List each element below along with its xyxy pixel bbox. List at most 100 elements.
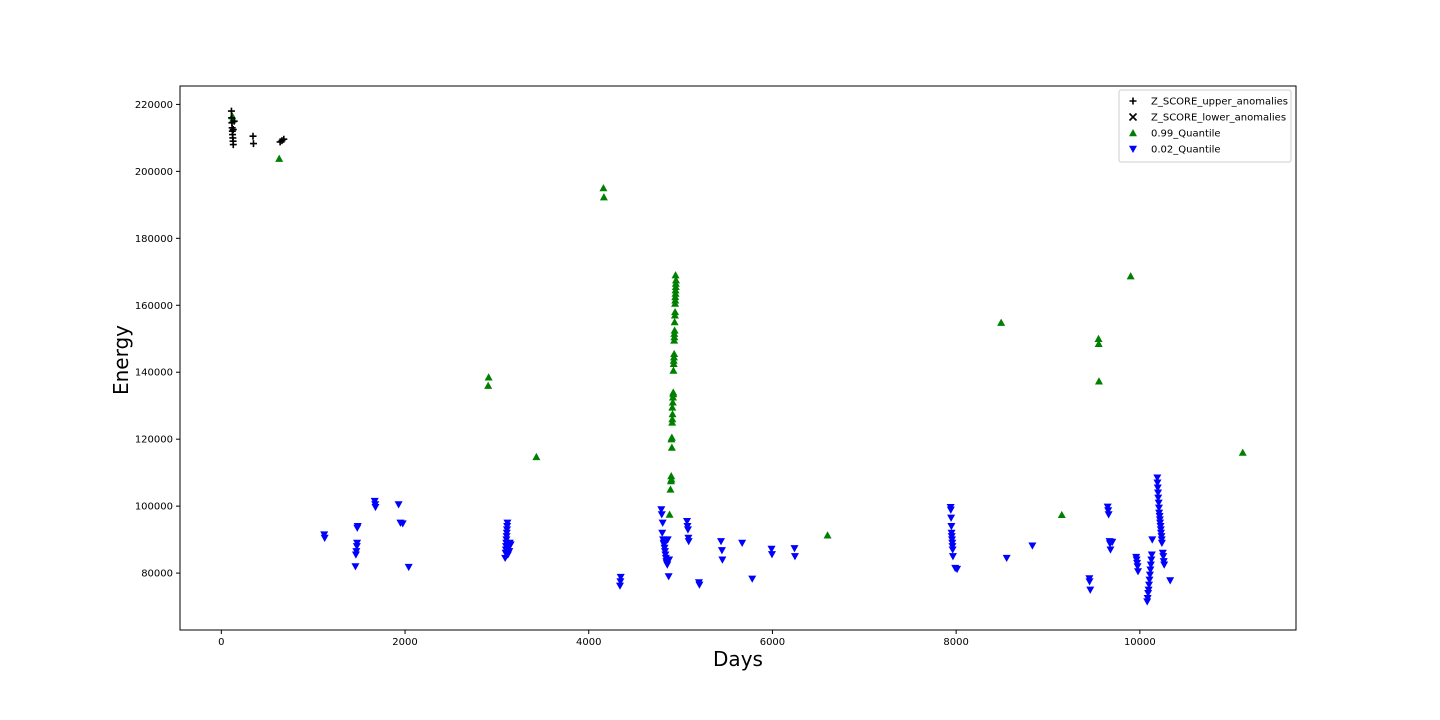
data-point bbox=[249, 140, 257, 148]
data-point bbox=[351, 563, 360, 571]
data-point bbox=[1094, 339, 1103, 347]
x-tick-label: 10000 bbox=[1124, 637, 1156, 648]
data-point bbox=[230, 117, 238, 125]
legend-marker bbox=[1129, 129, 1137, 137]
data-point bbox=[351, 551, 360, 559]
data-point bbox=[669, 388, 678, 396]
data-point bbox=[948, 546, 957, 554]
x-tick-label: 4000 bbox=[576, 637, 601, 648]
data-point bbox=[484, 373, 493, 381]
data-point bbox=[670, 326, 679, 334]
data-point bbox=[503, 523, 512, 531]
data-point bbox=[1153, 474, 1162, 482]
data-point bbox=[1144, 586, 1153, 594]
data-point bbox=[1147, 551, 1156, 559]
data-point bbox=[1134, 568, 1143, 576]
data-point bbox=[658, 529, 667, 537]
legend-marker bbox=[1129, 145, 1137, 153]
data-point bbox=[664, 573, 673, 581]
data-point bbox=[669, 366, 678, 374]
plot-frame bbox=[179, 85, 1297, 631]
data-point bbox=[227, 107, 235, 115]
data-point bbox=[670, 349, 679, 358]
data-point bbox=[1159, 553, 1168, 561]
x-tick-label: 8000 bbox=[943, 637, 968, 648]
data-point bbox=[666, 485, 675, 493]
data-point bbox=[1145, 576, 1154, 584]
y-tick-label: 200000 bbox=[135, 167, 173, 178]
legend-entry: Z_SCORE_lower_anomalies bbox=[1128, 113, 1286, 124]
data-point bbox=[767, 545, 776, 553]
data-point bbox=[1146, 566, 1155, 574]
data-point bbox=[1126, 272, 1135, 280]
data-point bbox=[320, 534, 329, 542]
data-point bbox=[280, 135, 288, 143]
legend-entry: Z_SCORE_upper_anomalies bbox=[1129, 97, 1288, 108]
data-point bbox=[718, 556, 727, 564]
data-point bbox=[1157, 539, 1166, 547]
data-point bbox=[671, 307, 680, 316]
data-point bbox=[1143, 598, 1152, 606]
data-point bbox=[404, 563, 413, 572]
data-point bbox=[352, 543, 361, 551]
data-point bbox=[668, 410, 677, 418]
data-point bbox=[1166, 577, 1175, 585]
data-point bbox=[1108, 538, 1117, 546]
data-point bbox=[1104, 507, 1113, 515]
data-point bbox=[1145, 581, 1154, 589]
data-point bbox=[616, 573, 625, 582]
data-point bbox=[767, 551, 776, 559]
data-point bbox=[502, 533, 511, 541]
data-point bbox=[790, 553, 799, 561]
data-point bbox=[484, 381, 493, 389]
data-point bbox=[599, 184, 608, 192]
data-point bbox=[599, 193, 608, 201]
series-0.02_Quantile bbox=[320, 474, 1175, 606]
data-point bbox=[398, 520, 407, 528]
data-point bbox=[667, 443, 676, 451]
data-point bbox=[665, 556, 674, 564]
data-point bbox=[1094, 377, 1103, 385]
data-point bbox=[229, 126, 237, 134]
x-tick-label: 0 bbox=[218, 637, 224, 648]
data-point bbox=[947, 523, 956, 531]
data-point bbox=[1160, 561, 1169, 569]
y-tick-label: 100000 bbox=[135, 502, 173, 513]
data-point bbox=[353, 539, 362, 547]
data-point bbox=[1103, 503, 1112, 511]
data-point bbox=[371, 503, 380, 512]
y-tick-label: 220000 bbox=[135, 100, 173, 111]
data-point bbox=[717, 547, 726, 555]
data-point bbox=[1154, 504, 1163, 512]
data-point bbox=[1146, 561, 1155, 569]
data-point bbox=[1133, 563, 1142, 571]
x-axis-ticks: 0 2000 4000 6000 8000 10000 bbox=[218, 630, 1156, 648]
data-point bbox=[229, 141, 237, 149]
legend-marker bbox=[1129, 97, 1137, 105]
series-Z_SCORE_upper_anomalies bbox=[227, 107, 288, 149]
data-point bbox=[1057, 510, 1066, 519]
data-point bbox=[670, 318, 679, 326]
data-point bbox=[668, 403, 677, 411]
data-point bbox=[394, 501, 403, 509]
data-point bbox=[683, 518, 692, 526]
data-point bbox=[1143, 594, 1152, 603]
data-point bbox=[1145, 571, 1154, 579]
data-point bbox=[671, 271, 680, 279]
series-0.99_Quantile bbox=[228, 112, 1247, 539]
data-point bbox=[953, 565, 962, 574]
legend-entry: 0.02_Quantile bbox=[1129, 145, 1221, 156]
x-tick-label: 2000 bbox=[392, 637, 417, 648]
data-point bbox=[790, 545, 799, 553]
data-point bbox=[667, 433, 676, 441]
data-point bbox=[1153, 484, 1162, 492]
data-point bbox=[1104, 511, 1113, 519]
data-point bbox=[1153, 479, 1162, 487]
legend-entry: 0.99_Quantile bbox=[1129, 129, 1221, 140]
legend-label: 0.99_Quantile bbox=[1151, 129, 1221, 140]
data-point bbox=[503, 519, 512, 527]
data-point bbox=[823, 531, 832, 539]
data-point bbox=[353, 523, 362, 531]
data-point bbox=[657, 511, 666, 519]
